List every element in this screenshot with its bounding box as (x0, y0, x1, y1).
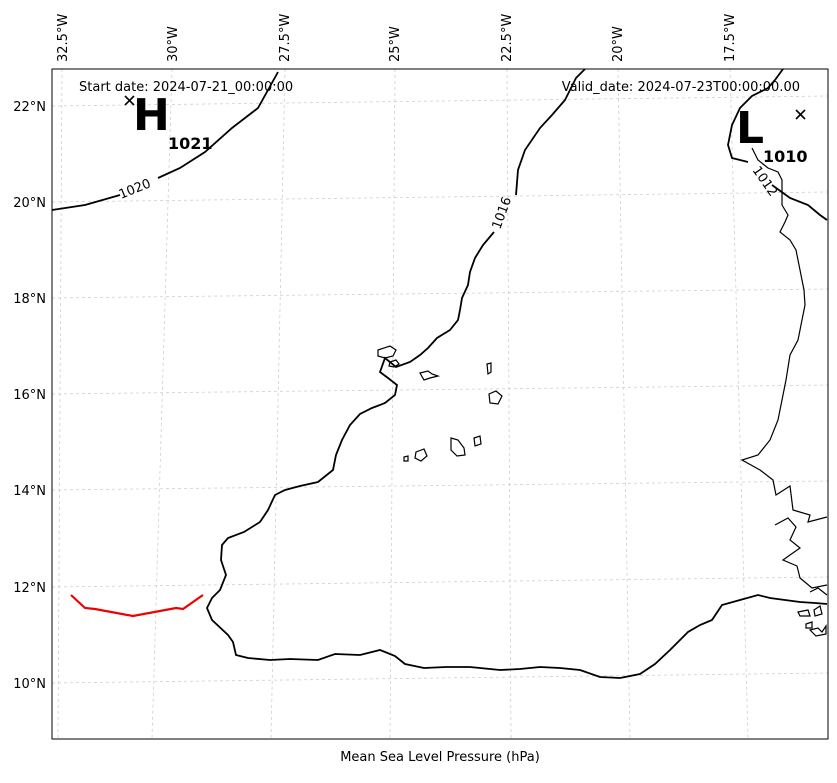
lon-label: 20°W (611, 26, 626, 62)
isobar-1012 (727, 68, 784, 163)
lat-label: 10°N (13, 677, 46, 692)
lat-label: 22°N (13, 100, 46, 115)
map-frame (51, 68, 829, 740)
graticule (51, 68, 829, 740)
longitude-labels: 32.5°W 30°W 27.5°W 25°W 22.5°W 20°W 17.5… (56, 14, 738, 62)
high-letter: H (133, 90, 170, 141)
storm-track (70, 594, 204, 618)
low-letter: L (736, 103, 764, 154)
isobar-label-1020: 1020 (117, 176, 153, 202)
valid-date: Valid_date: 2024-07-23T00:00:00.00 (562, 80, 800, 95)
lon-label: 32.5°W (56, 14, 71, 62)
start-date: Start date: 2024-07-21_00:00:00 (79, 80, 293, 95)
islands (377, 345, 503, 462)
coastline (740, 147, 828, 523)
lon-label: 30°W (166, 26, 181, 62)
lon-label: 27.5°W (278, 14, 293, 62)
low-center-marker-icon (795, 109, 806, 120)
isobar-label-1016: 1016 (490, 195, 515, 231)
map-caption: Mean Sea Level Pressure (hPa) (340, 750, 540, 765)
lat-label: 18°N (13, 292, 46, 307)
latitude-labels: 22°N 20°N 18°N 16°N 14°N 12°N 10°N (13, 100, 46, 692)
lat-label: 16°N (13, 388, 46, 403)
isobar-1020 (51, 71, 279, 211)
low-pressure-center: L 1010 (736, 103, 808, 166)
lat-label: 20°N (13, 196, 46, 211)
high-center-marker-icon (124, 95, 135, 106)
lon-label: 17.5°W (723, 14, 738, 62)
isobar-1016 (206, 68, 828, 679)
isobar-label-1012: 1012 (749, 164, 780, 200)
lat-label: 12°N (13, 581, 46, 596)
lat-label: 14°N (13, 484, 46, 499)
low-value: 1010 (763, 147, 808, 166)
lon-label: 25°W (388, 26, 403, 62)
high-pressure-center: H 1021 (124, 90, 213, 153)
high-value: 1021 (168, 134, 213, 153)
lon-label: 22.5°W (500, 14, 515, 62)
